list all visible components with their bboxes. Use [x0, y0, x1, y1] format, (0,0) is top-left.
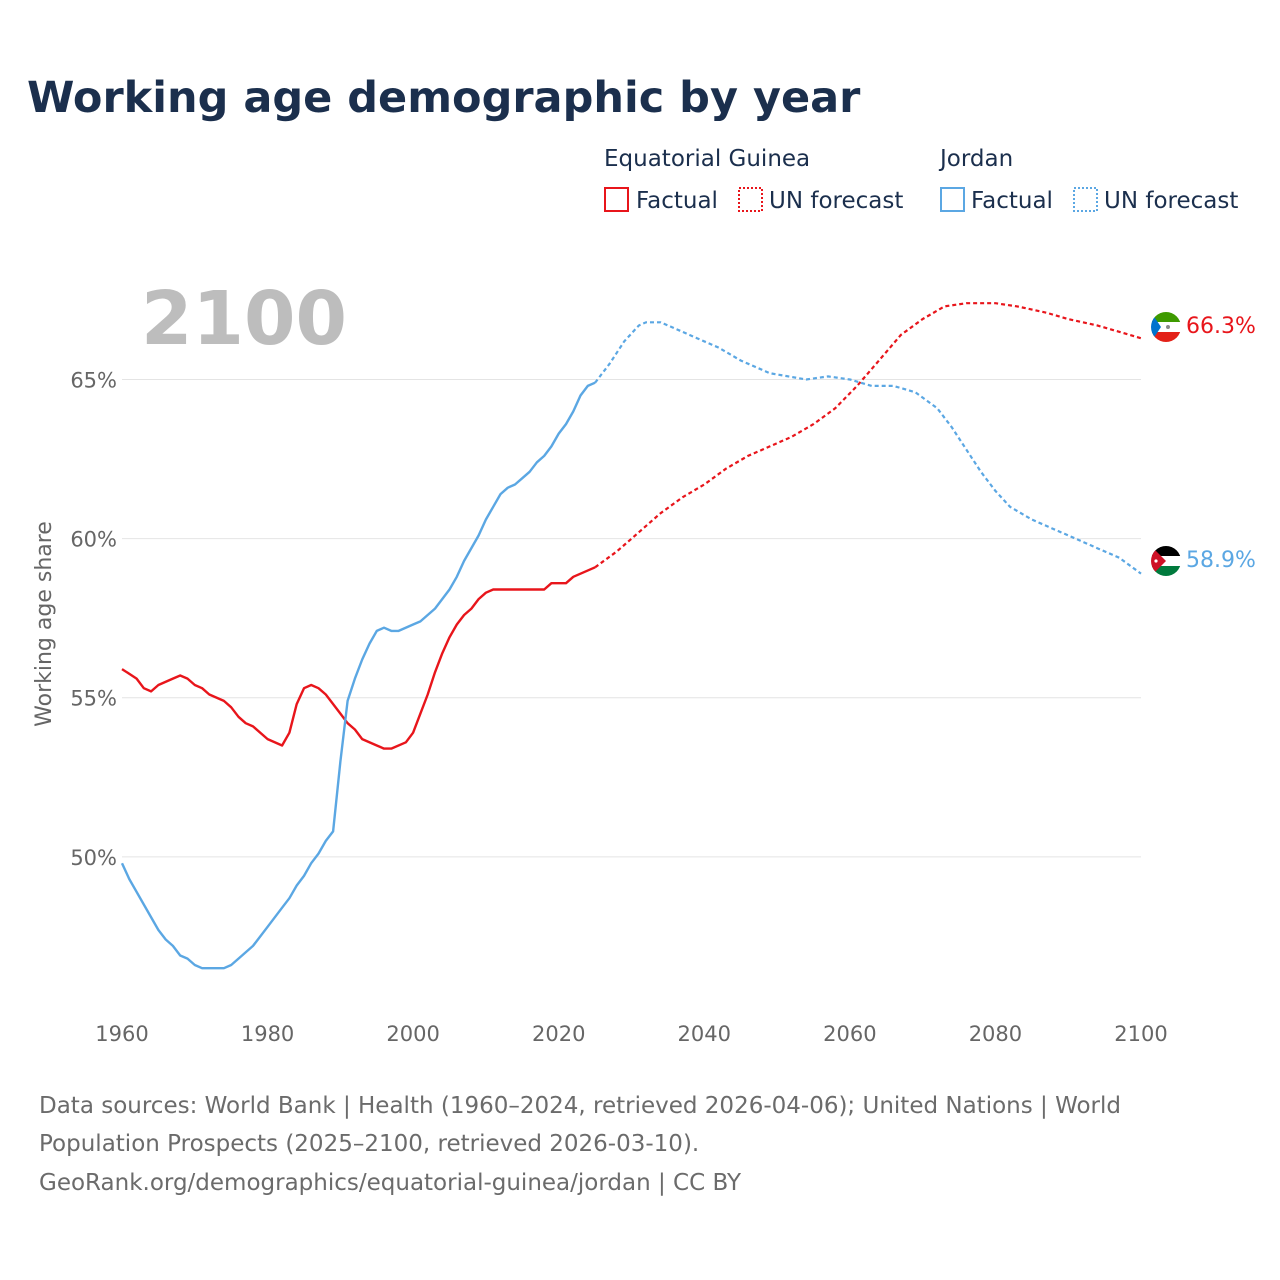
legend-eg-forecast-label: UN forecast: [769, 188, 903, 214]
legend-group-jordan: Jordan: [938, 146, 1013, 172]
x-axis-ticks: 1960 1980 2000 2020 2040 2060 2080 2100: [95, 1022, 1167, 1046]
x-tick-label-2020: 2020: [532, 1022, 585, 1046]
legend: Equatorial Guinea Factual UN forecast Jo…: [604, 146, 1238, 214]
legend-jo-forecast-label: UN forecast: [1104, 188, 1238, 214]
series-lines: [120, 302, 1142, 970]
year-label: 2100: [141, 276, 347, 362]
x-tick-label-2000: 2000: [386, 1022, 439, 1046]
x-tick-label-2100: 2100: [1114, 1022, 1167, 1046]
legend-swatch-jo-factual: [940, 187, 965, 212]
footer-sources-line2: Population Prospects (2025–2100, retriev…: [39, 1131, 699, 1157]
legend-swatch-eg-factual: [604, 187, 629, 212]
x-tick-label-2060: 2060: [823, 1022, 876, 1046]
legend-group-equatorial-guinea: Equatorial Guinea: [604, 146, 810, 172]
legend-jo-factual-label: Factual: [971, 188, 1053, 214]
y-tick-label-55: 55%: [70, 687, 117, 711]
legend-swatch-eg-forecast: [738, 187, 763, 212]
legend-swatch-jo-forecast: [1073, 187, 1098, 212]
x-tick-label-1960: 1960: [95, 1022, 148, 1046]
gridlines: [122, 379, 1141, 858]
x-tick-label-2080: 2080: [969, 1022, 1022, 1046]
footer-sources-line1: Data sources: World Bank | Health (1960–…: [39, 1093, 1121, 1119]
series-line-equatorial-guinea-forecast: [594, 302, 1142, 569]
y-axis-ticks: 50% 55% 60% 65%: [70, 369, 117, 870]
y-axis-label: Working age share: [32, 521, 57, 727]
series-line-jordan-forecast: [594, 321, 1142, 575]
legend-eg-factual-label: Factual: [636, 188, 718, 214]
x-tick-label-2040: 2040: [678, 1022, 731, 1046]
footer-link[interactable]: GeoRank.org/demographics/equatorial-guin…: [39, 1170, 742, 1196]
y-tick-label-60: 60%: [70, 528, 117, 552]
end-label-equatorial-guinea: 66.3%: [1186, 314, 1256, 339]
series-line-jordan-factual: [120, 381, 596, 970]
chart-title: Working age demographic by year: [27, 73, 861, 123]
y-tick-label-65: 65%: [70, 369, 117, 393]
end-label-jordan: 58.9%: [1186, 548, 1256, 573]
series-line-equatorial-guinea-factual: [121, 566, 596, 750]
y-tick-label-50: 50%: [70, 846, 117, 870]
x-tick-label-1980: 1980: [241, 1022, 294, 1046]
equatorial-guinea-flag: [1151, 312, 1181, 342]
jordan-flag: [1151, 546, 1181, 576]
